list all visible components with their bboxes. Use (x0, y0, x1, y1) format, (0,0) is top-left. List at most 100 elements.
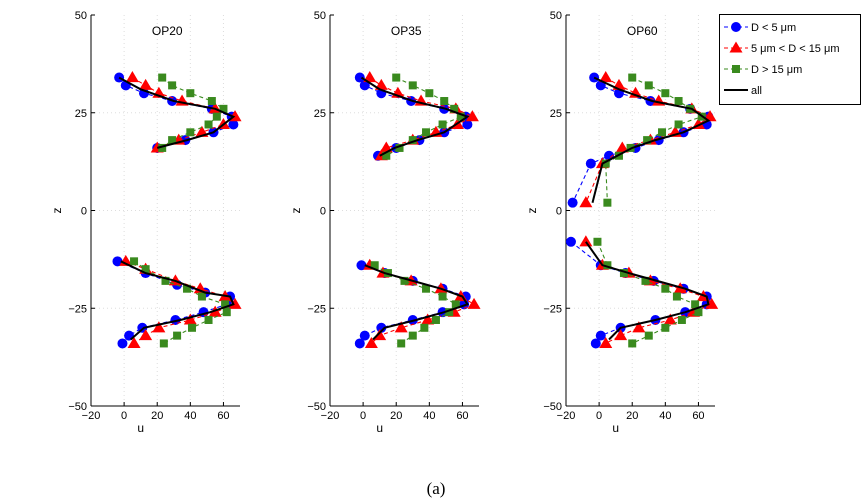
subplot-op20: −20 0 20 40 60 −50 −25 0 25 50 u z OP20 (50, 10, 242, 435)
data-point (603, 198, 612, 207)
y-tick-label: 25 (550, 108, 562, 120)
data-point (661, 323, 670, 332)
data-point (112, 256, 123, 267)
data-point (183, 284, 192, 293)
data-point (408, 81, 417, 90)
subplot-title: OP20 (152, 24, 183, 38)
data-point (356, 260, 367, 271)
data-point (130, 257, 139, 266)
data-point (197, 292, 206, 301)
data-point (438, 120, 447, 129)
x-tick-label: 40 (423, 410, 435, 422)
x-tick-label: −20 (321, 410, 340, 422)
data-point (601, 159, 610, 168)
data-point (599, 71, 613, 83)
data-point (579, 235, 593, 247)
data-point (173, 331, 182, 340)
data-point (643, 136, 652, 145)
legend-entry: all (724, 85, 762, 97)
data-point (672, 292, 681, 301)
data-point (674, 120, 683, 129)
data-point (615, 141, 629, 153)
series-all (118, 76, 236, 341)
data-point (228, 297, 242, 309)
data-point (579, 196, 593, 208)
data-point (168, 81, 177, 90)
y-tick-label: −25 (68, 303, 87, 315)
data-point (456, 112, 465, 121)
data-point (422, 284, 431, 293)
data-point (694, 308, 703, 317)
series-line (585, 241, 710, 341)
data-point (141, 265, 150, 274)
y-tick-label: −50 (68, 401, 87, 413)
data-point (221, 300, 230, 309)
data-point (168, 136, 177, 145)
y-tick-label: 0 (320, 206, 326, 218)
data-point (644, 81, 653, 90)
data-point (438, 292, 447, 301)
data-point (382, 151, 391, 160)
data-point (117, 338, 128, 349)
y-axis-label: z (289, 208, 303, 214)
series-line (364, 264, 469, 341)
data-point (376, 322, 387, 333)
data-point (125, 71, 139, 83)
data-point (139, 78, 153, 90)
data-point (420, 323, 429, 332)
x-axis-label: u (137, 421, 144, 435)
series-all (360, 76, 470, 341)
series-all (585, 76, 711, 341)
subplot-title: OP35 (391, 24, 422, 38)
y-tick-label: 0 (81, 206, 87, 218)
data-point (658, 128, 667, 137)
data-point (354, 338, 365, 349)
data-point (425, 89, 434, 98)
data-point (152, 321, 166, 333)
data-point (186, 128, 195, 137)
data-point (392, 73, 401, 82)
figure-caption: (a) (427, 479, 446, 498)
data-point (628, 73, 637, 82)
y-tick-label: 25 (314, 108, 326, 120)
data-point (421, 313, 435, 325)
data-point (691, 300, 700, 309)
subplot-op60: −20 0 20 40 60 −50 −25 0 25 50 u z OP60 (525, 10, 719, 435)
data-point (619, 269, 628, 278)
data-point (364, 336, 378, 348)
data-point (632, 321, 646, 333)
data-point (370, 261, 379, 270)
data-point (408, 136, 417, 145)
data-point (599, 336, 613, 348)
data-point (431, 315, 440, 324)
data-point (590, 338, 601, 349)
data-point (595, 330, 606, 341)
data-point (628, 339, 637, 348)
data-point (158, 73, 167, 82)
series-line (591, 76, 711, 203)
y-tick-label: 50 (314, 10, 326, 22)
data-point (359, 80, 370, 91)
x-tick-label: 40 (659, 410, 671, 422)
x-tick-label: 0 (360, 410, 366, 422)
y-tick-label: 0 (556, 206, 562, 218)
x-tick-label: 20 (151, 410, 163, 422)
legend-marker (732, 65, 740, 73)
x-tick-label: −20 (82, 410, 101, 422)
x-tick-label: 60 (692, 410, 704, 422)
data-point (565, 236, 576, 247)
data-point (186, 89, 195, 98)
data-point (207, 97, 216, 106)
series-line (118, 76, 236, 149)
data-point (422, 128, 431, 137)
data-point (193, 282, 207, 294)
data-point (397, 339, 406, 348)
y-tick-label: −25 (307, 303, 326, 315)
y-axis-label: z (525, 208, 539, 214)
data-point (161, 276, 170, 285)
x-tick-label: 60 (456, 410, 468, 422)
x-tick-label: −20 (557, 410, 576, 422)
legend-entry: D > 15 μm (724, 64, 802, 76)
data-point (363, 71, 377, 83)
